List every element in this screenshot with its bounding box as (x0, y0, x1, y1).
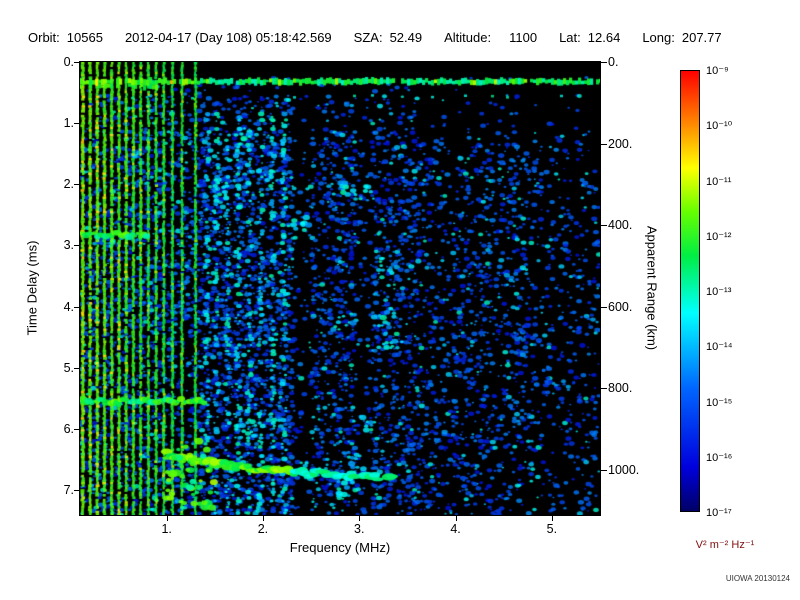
colorbar-tick-label: 10⁻¹³ (706, 286, 732, 298)
altitude-label: Altitude: (444, 30, 492, 45)
right-axis-tick (601, 62, 607, 63)
colorbar-tick-label: 10⁻¹⁴ (706, 341, 733, 354)
sza-field: SZA: 52.49 (354, 30, 422, 45)
spectrogram-plot-area (79, 61, 601, 516)
datetime-value: 2012-04-17 (Day 108) 05:18:42.569 (124, 30, 332, 45)
y-axis-tick (74, 245, 80, 247)
long-label: Long: (642, 30, 675, 45)
y-axis-title: Time Delay (ms) (24, 240, 40, 336)
right-axis-tick (601, 143, 607, 145)
y-axis-tick-label: 4. (63, 299, 74, 314)
x-axis-tick (455, 516, 457, 521)
right-axis-tick-label: 800. (608, 381, 633, 396)
y-axis-tick-label: 2. (63, 177, 74, 192)
x-axis-tick (262, 516, 264, 521)
x-axis-tick (551, 516, 553, 521)
x-axis-tick-label: 4. (450, 522, 461, 536)
right-axis-tick-label: 0. (608, 55, 619, 69)
x-axis-tick (166, 516, 168, 521)
x-axis-title: Frequency (MHz) (289, 540, 391, 555)
y-axis-tick-label: 6. (63, 421, 74, 436)
lat-value: 12.64 (587, 30, 621, 45)
colorbar-tick-label: 10⁻¹⁷ (706, 507, 732, 519)
y-axis-tick (74, 428, 80, 430)
y-axis-tick-label: 5. (63, 360, 74, 375)
colorbar (680, 70, 700, 512)
sza-label: SZA: (353, 30, 383, 45)
sza-value: 52.49 (389, 30, 423, 45)
right-axis-tick (601, 225, 607, 227)
y-axis-tick (74, 306, 80, 308)
y-axis-tick (74, 367, 80, 369)
right-axis-tick (601, 306, 607, 308)
y-axis-tick-label: 7. (63, 482, 74, 497)
long-value: 207.77 (681, 30, 722, 45)
altitude-field: Altitude: 1100 (444, 30, 537, 45)
x-axis-tick (359, 516, 361, 521)
orbit-value: 10565 (66, 30, 103, 45)
altitude-value: 1100 (509, 30, 538, 45)
y-axis-tick (74, 184, 80, 186)
watermark: UIOWA 20130124 (725, 574, 790, 583)
y-axis-tick-label: 0. (63, 55, 74, 69)
lat-label: Lat: (559, 30, 581, 45)
colorbar-tick-label: 10⁻¹⁰ (706, 120, 733, 133)
long-field: Long: 207.77 (642, 30, 721, 45)
header-info-bar: Orbit: 10565 2012-04-17 (Day 108) 05:18:… (28, 30, 722, 45)
y-axis-tick (74, 123, 80, 125)
y-axis-tick-label: 3. (63, 238, 74, 253)
right-axis-tick-label: 600. (608, 299, 633, 314)
colorbar-tick-label: 10⁻¹⁵ (706, 396, 733, 409)
orbit-field: Orbit: 10565 (28, 30, 103, 45)
right-axis-tick (601, 388, 607, 390)
colorbar-tick-label: 10⁻⁹ (706, 65, 729, 77)
right-axis-tick-label: 200. (608, 136, 633, 151)
x-axis-tick-label: 1. (161, 522, 172, 536)
y-axis-tick-label: 1. (63, 116, 74, 131)
x-axis-tick-label: 3. (354, 522, 365, 536)
right-axis-tick-label: 1000. (608, 462, 640, 477)
colorbar-tick-label: 10⁻¹² (706, 230, 732, 243)
colorbar-tick-label: 10⁻¹¹ (706, 175, 732, 188)
orbit-label: Orbit: (28, 30, 60, 45)
y-axis-tick (74, 489, 80, 491)
y-axis-tick (74, 62, 80, 63)
right-axis-tick-label: 400. (608, 218, 633, 233)
colorbar-units: V² m⁻² Hz⁻¹ (695, 539, 755, 551)
spectrogram-canvas (80, 62, 600, 515)
right-axis-tick (601, 469, 607, 471)
x-axis-tick-label: 2. (257, 522, 269, 536)
colorbar-tick-label: 10⁻¹⁶ (706, 451, 733, 464)
lat-field: Lat: 12.64 (559, 30, 620, 45)
x-axis-tick-label: 5. (546, 522, 558, 536)
right-axis-title: Apparent Range (km) (644, 225, 660, 351)
